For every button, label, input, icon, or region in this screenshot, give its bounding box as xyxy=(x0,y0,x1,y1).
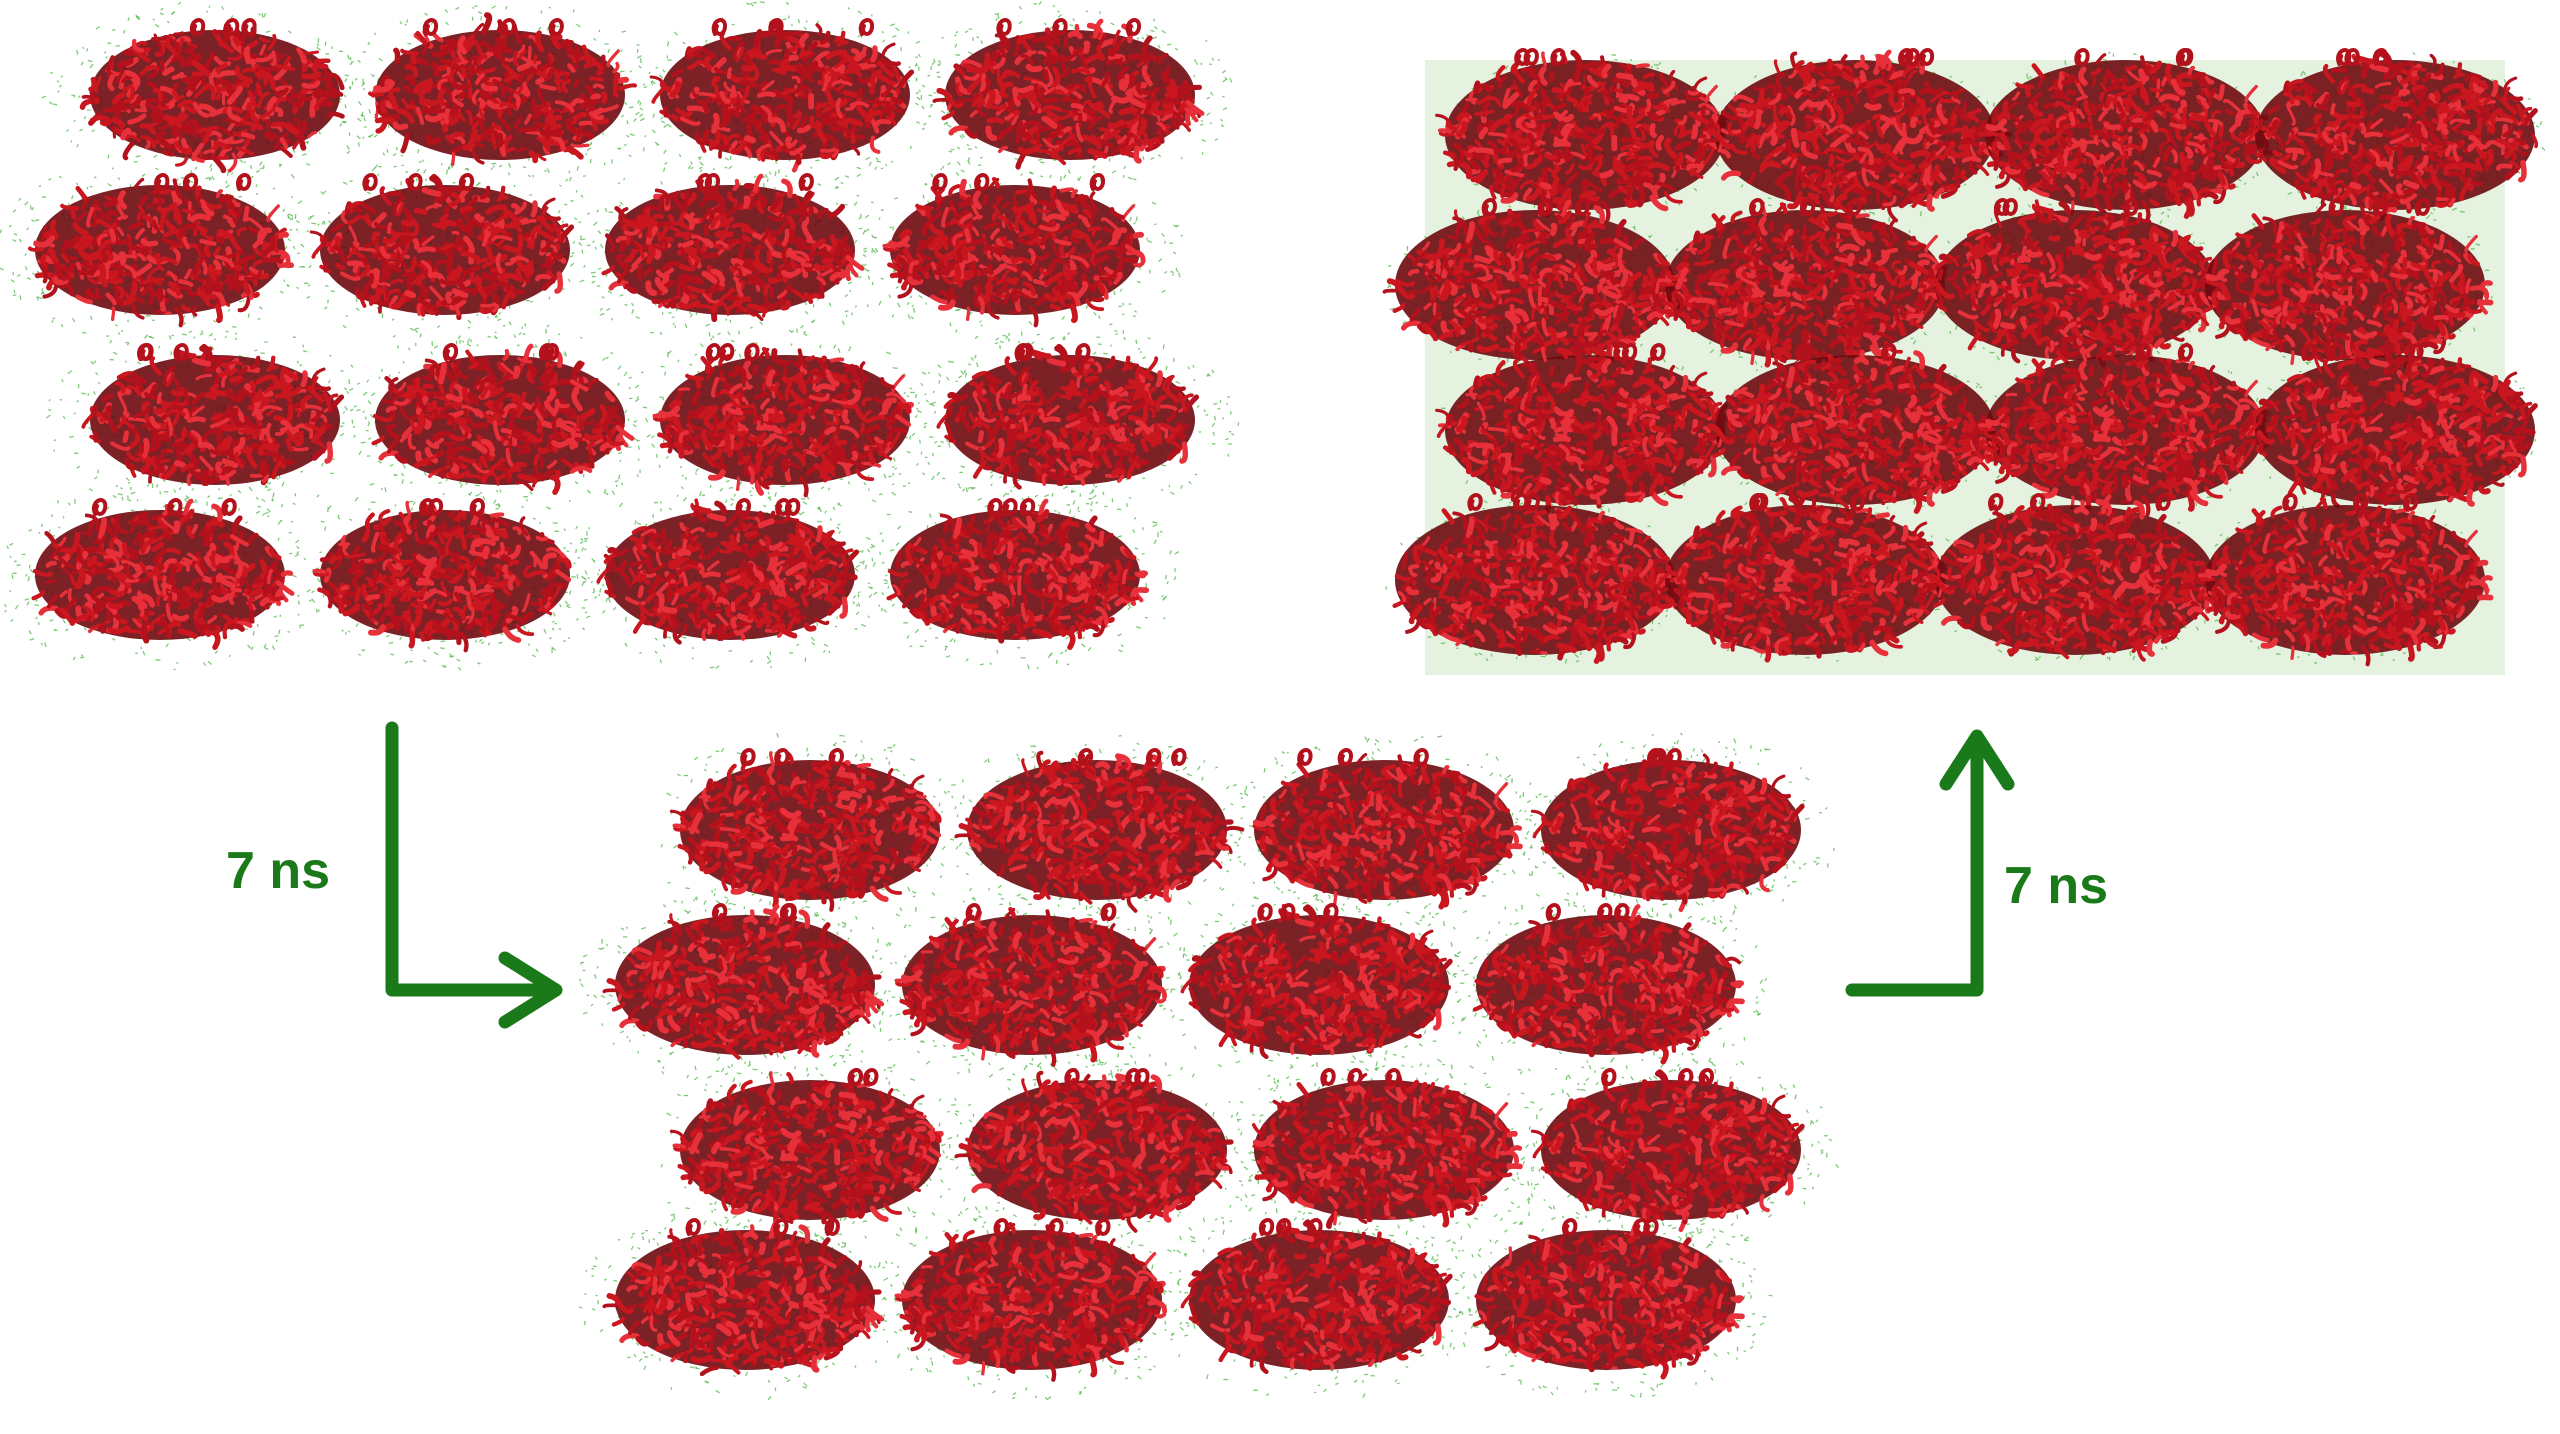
protein-molecule xyxy=(604,175,862,319)
initial-crystal-snapshot xyxy=(0,2,1239,670)
protein-molecule xyxy=(1532,1070,1802,1230)
protein-molecule xyxy=(956,1070,1231,1231)
protein-molecule xyxy=(651,20,911,170)
protein-molecule xyxy=(1254,1070,1520,1226)
protein-molecule xyxy=(30,175,291,325)
protein-molecule xyxy=(83,20,343,171)
protein-molecule xyxy=(34,500,292,647)
arrow-1-shaft xyxy=(392,728,540,990)
time-label-first: 7 ns xyxy=(226,845,330,897)
final-crystal-snapshot xyxy=(1384,50,2545,675)
protein-molecule xyxy=(671,1070,941,1230)
time-step-arrow-2 xyxy=(1852,736,2008,990)
time-label-second: 7 ns xyxy=(2004,860,2108,912)
protein-molecule xyxy=(897,1220,1165,1380)
protein-molecule xyxy=(314,500,570,650)
protein-molecule xyxy=(1182,1220,1450,1372)
protein-molecule xyxy=(671,750,940,910)
protein-molecule xyxy=(374,345,632,492)
protein-molecule xyxy=(889,500,1147,647)
protein-molecule xyxy=(1254,750,1520,907)
protein-molecule xyxy=(1475,905,1742,1062)
time-step-arrow-1 xyxy=(392,728,556,1022)
protein-molecule xyxy=(934,20,1202,167)
protein-molecules xyxy=(30,15,1202,650)
protein-molecule xyxy=(83,345,341,485)
protein-molecule xyxy=(311,175,571,317)
intermediate-snapshot xyxy=(579,733,1838,1400)
protein-molecule xyxy=(938,345,1196,487)
protein-molecule xyxy=(604,905,881,1058)
protein-molecule xyxy=(897,905,1165,1065)
protein-molecule xyxy=(1182,905,1450,1057)
protein-molecule xyxy=(654,345,911,495)
protein-molecules xyxy=(604,750,1802,1380)
protein-molecule xyxy=(1532,750,1802,910)
protein-molecule xyxy=(884,175,1143,325)
protein-molecule xyxy=(370,15,635,164)
protein-molecule xyxy=(1475,1220,1742,1377)
protein-molecule xyxy=(604,1220,881,1374)
arrow-2-shaft xyxy=(1852,752,1977,990)
